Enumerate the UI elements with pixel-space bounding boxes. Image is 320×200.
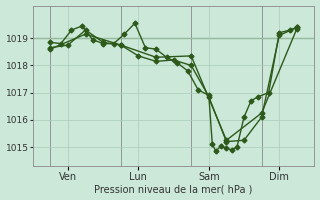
X-axis label: Pression niveau de la mer( hPa ): Pression niveau de la mer( hPa ): [94, 184, 253, 194]
